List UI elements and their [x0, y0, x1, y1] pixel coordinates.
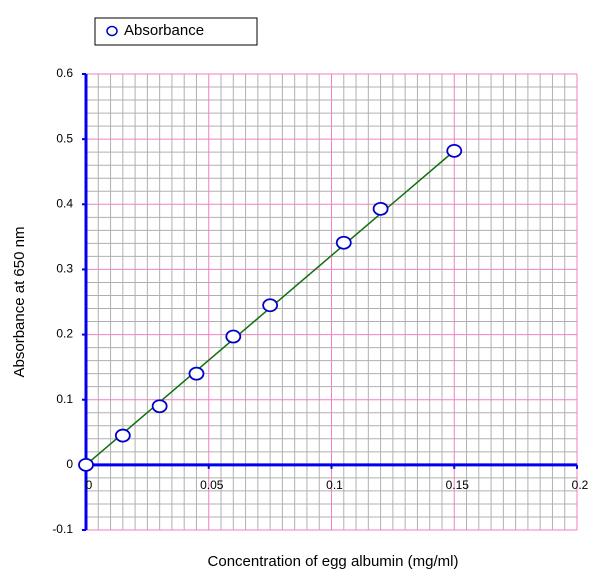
y-tick-label: 0.5	[56, 131, 73, 145]
x-tick-label: 0	[86, 478, 93, 492]
data-point	[225, 329, 242, 344]
y-tick-label: 0.2	[56, 327, 73, 341]
x-tick-label: 0.15	[446, 478, 470, 492]
y-tick-label: 0	[66, 457, 73, 471]
y-tick-label: 0.3	[56, 262, 73, 276]
legend-marker	[106, 25, 118, 37]
y-axis-title: Absorbance at 650 nm	[11, 227, 28, 378]
data-point	[114, 428, 131, 443]
y-tick-label: 0.4	[56, 196, 73, 210]
x-axis-title: Concentration of egg albumin (mg/ml)	[208, 553, 459, 570]
grid	[85, 73, 578, 531]
data-point	[188, 366, 205, 381]
x-tick-label: 0.1	[326, 478, 343, 492]
data-point	[446, 143, 463, 158]
legend-label: Absorbance	[124, 22, 204, 39]
data-point	[335, 235, 352, 250]
data-point	[262, 298, 279, 313]
data-point	[151, 399, 168, 414]
data-point	[78, 457, 94, 472]
y-tick-label: 0.6	[56, 66, 73, 80]
x-tick-label: 0.05	[200, 478, 224, 492]
y-tick-label: 0.1	[56, 392, 73, 406]
data-point	[372, 201, 389, 216]
x-tick-label: 0.2	[572, 478, 589, 492]
legend-box	[94, 17, 258, 46]
y-tick-label: -0.1	[52, 522, 73, 536]
